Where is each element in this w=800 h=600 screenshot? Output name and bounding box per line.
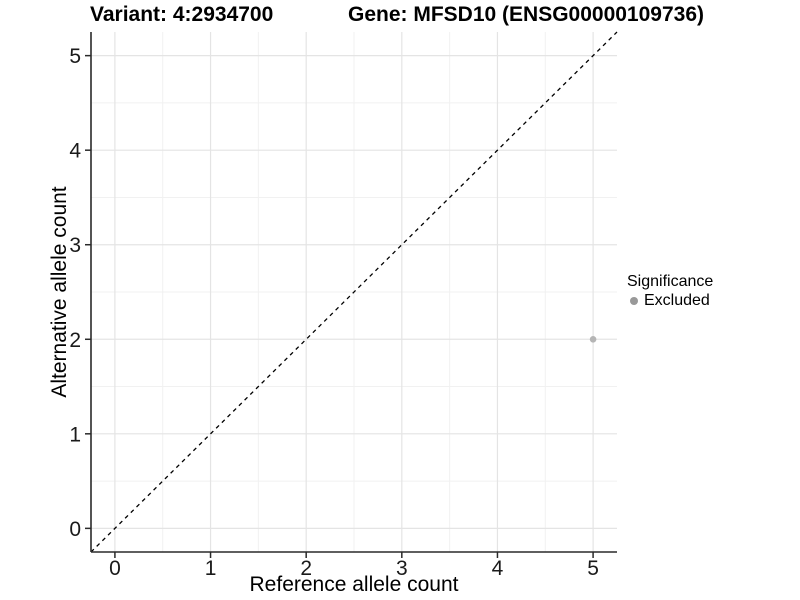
legend: Significance Excluded — [627, 272, 713, 310]
x-tick-label: 0 — [109, 557, 121, 580]
x-tick-label: 5 — [587, 557, 599, 580]
plot-title-variant: Variant: 4:2934700 — [90, 3, 274, 26]
y-tick-label: 0 — [69, 518, 81, 541]
plot-title-gene: Gene: MFSD10 (ENSG00000109736) — [348, 3, 705, 26]
y-tick-label: 1 — [69, 423, 81, 446]
y-tick-label: 5 — [69, 45, 81, 68]
y-tick-label: 3 — [69, 234, 81, 257]
legend-item-excluded: Excluded — [627, 292, 713, 310]
y-tick-label: 4 — [69, 140, 81, 163]
x-axis-title: Reference allele count — [249, 573, 459, 596]
y-axis-title: Alternative allele count — [48, 186, 71, 398]
x-tick-label: 4 — [492, 557, 504, 580]
data-point — [589, 335, 597, 343]
x-tick-label: 3 — [396, 557, 408, 580]
legend-title: Significance — [627, 273, 714, 290]
x-tick-label: 2 — [300, 557, 312, 580]
y-tick-label: 2 — [69, 329, 81, 352]
excluded-point-icon — [630, 297, 638, 305]
x-tick-label: 1 — [205, 557, 217, 580]
legend-item-label: Excluded — [644, 292, 710, 309]
diagonal-reference-line — [90, 31, 618, 553]
